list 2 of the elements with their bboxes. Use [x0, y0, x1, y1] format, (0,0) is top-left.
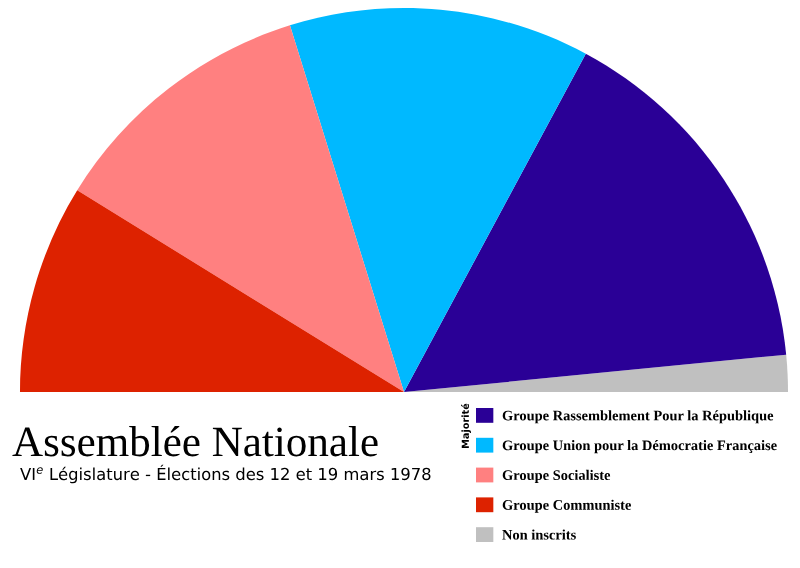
text: Assemblée Nationale — [12, 426, 378, 457]
text: VI$^{e}$ Législature - Élections des 12 et 19 mars 1978 — [20, 464, 431, 484]
